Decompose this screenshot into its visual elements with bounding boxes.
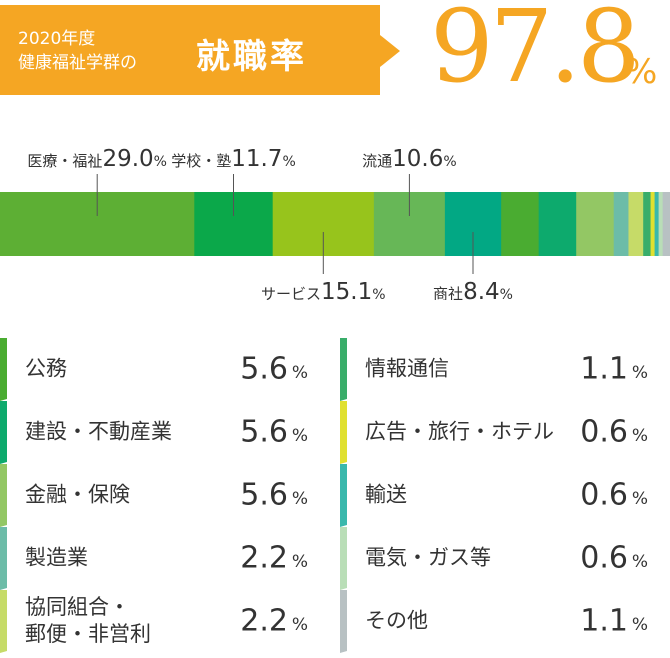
legend-label: 公務: [25, 356, 67, 380]
legend-label: 製造業: [25, 545, 88, 569]
callout-label: サービス15.1%: [261, 279, 386, 300]
bar-segment: [643, 192, 651, 256]
legend-value: 5.6: [240, 477, 288, 512]
bar-segment: [613, 192, 629, 256]
legend-unit: %: [291, 551, 308, 572]
legend-unit: %: [631, 614, 648, 635]
legend-value: 0.6: [580, 414, 628, 449]
legend-label: 金融・保険: [25, 482, 130, 506]
legend-label: その他: [365, 608, 428, 632]
legend-value: 5.6: [240, 351, 288, 386]
legend-value: 0.6: [580, 540, 628, 575]
legend-unit: %: [631, 362, 648, 383]
legend-unit: %: [291, 614, 308, 635]
legend-row: 製造業 2.2 %: [0, 527, 330, 590]
legend-row: 建設・不動産業 5.6 %: [0, 401, 330, 464]
legend-label: 建設・不動産業: [25, 419, 172, 443]
legend-unit: %: [291, 488, 308, 509]
legend-row: 金融・保険 5.6 %: [0, 464, 330, 527]
bar-segment: [538, 192, 577, 256]
legend-label: 輸送: [365, 482, 407, 506]
legend-list-left: 公務 5.6 % 建設・不動産業 5.6 % 金融・保険 5.6 % 製造業 2…: [0, 338, 330, 653]
legend-list-right: 情報通信 1.1 % 広告・旅行・ホテル 0.6 % 輸送 0.6 % 電気・ガ…: [340, 338, 670, 653]
callout-label: 医療・福祉29.0%: [27, 146, 167, 172]
badge-arrow: [380, 35, 400, 67]
legend-label: 電気・ガス等: [365, 545, 491, 569]
callout-label: 学校・塾11.7%: [171, 146, 296, 172]
legend-row: 輸送 0.6 %: [340, 464, 670, 527]
bar-segment: [658, 192, 664, 256]
employment-rate-value: 97.8: [430, 0, 641, 105]
legend-label: 広告・旅行・ホテル: [365, 419, 554, 443]
employment-rate-badge: 2020年度 健康福祉学群の 就職率: [0, 5, 380, 95]
legend-unit: %: [631, 425, 648, 446]
legend-unit: %: [291, 425, 308, 446]
bar-segment: [628, 192, 644, 256]
bar-segment: [576, 192, 615, 256]
legend-value: 0.6: [580, 477, 628, 512]
badge-title: 就職率: [196, 37, 307, 77]
legend-value: 2.2: [240, 603, 288, 638]
bar-segment: [501, 192, 540, 256]
legend-row: 電気・ガス等 0.6 %: [340, 527, 670, 590]
legend-value: 2.2: [240, 540, 288, 575]
legend-row: その他 1.1 %: [340, 590, 670, 653]
legend-row: 広告・旅行・ホテル 0.6 %: [340, 401, 670, 464]
legend-label: 協同組合・ 郵便・非営利: [25, 594, 151, 646]
legend-unit: %: [631, 488, 648, 509]
legend-value: 5.6: [240, 414, 288, 449]
legend-unit: %: [631, 551, 648, 572]
legend-value: 1.1: [580, 603, 628, 638]
employment-rate-unit: %: [625, 52, 658, 92]
legend-unit: %: [291, 362, 308, 383]
bar-segment: [650, 192, 655, 256]
legend-row: 情報通信 1.1 %: [340, 338, 670, 401]
bar-segment: [654, 192, 660, 256]
legend-row: 協同組合・ 郵便・非営利 2.2 %: [0, 590, 330, 653]
bar-segment: [662, 192, 670, 256]
legend-value: 1.1: [580, 351, 628, 386]
callout-label: 商社8.4%: [433, 279, 513, 300]
legend-row: 公務 5.6 %: [0, 338, 330, 401]
callout-label: 流通10.6%: [362, 146, 457, 172]
legend-label: 情報通信: [365, 356, 449, 380]
stacked-bar-chart: 医療・福祉29.0% 学校・塾11.7% 流通10.6% サービス15.1% 商社8.4…: [0, 146, 670, 300]
badge-subtitle: 2020年度 健康福祉学群の: [18, 29, 137, 73]
